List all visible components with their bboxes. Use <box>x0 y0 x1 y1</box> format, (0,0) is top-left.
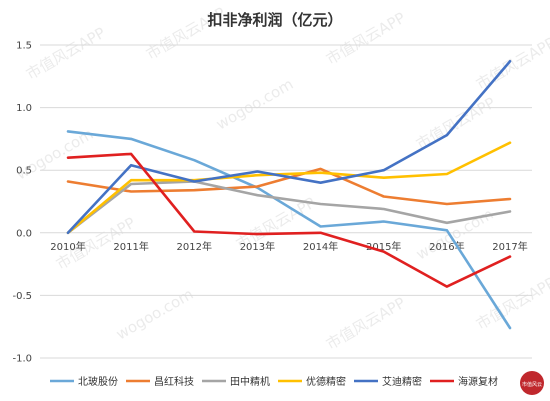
x-tick-label: 2012年 <box>177 240 212 253</box>
x-tick-label: 2011年 <box>113 240 148 253</box>
legend-label: 田中精机 <box>230 375 270 388</box>
y-tick-label: -1.0 <box>12 354 32 365</box>
legend-label: 艾迪精密 <box>382 375 422 388</box>
logo-circle <box>520 371 544 395</box>
logo-text: 市值风云 <box>522 381 542 388</box>
x-axis-ticks: 2010年 2011年 2012年 2013年 2014年 2015年 2016年 2017年 <box>50 240 527 253</box>
watermark-text: 市值风云APP <box>23 24 109 84</box>
y-tick-label: -0.5 <box>12 291 32 302</box>
y-tick-label: 0.0 <box>16 228 32 239</box>
brand-logo: 市值风云 <box>520 371 544 395</box>
legend-label: 昌红科技 <box>154 375 194 388</box>
legend: 北玻股份 昌红科技 田中精机 优德精密 艾迪精密 海源复材 <box>50 375 498 388</box>
watermark-text: 市值风云APP <box>473 274 550 334</box>
x-tick-label: 2014年 <box>303 240 338 253</box>
x-tick-label: 2017年 <box>492 240 527 253</box>
watermark-text: wogoo.com <box>213 75 296 134</box>
x-tick-label: 2013年 <box>240 240 275 253</box>
x-tick-label: 2010年 <box>50 240 85 253</box>
watermark-text: 市值风云APP <box>473 34 550 94</box>
y-tick-label: 1.0 <box>16 103 32 114</box>
series-lines <box>66 59 512 330</box>
legend-label: 海源复材 <box>458 375 498 388</box>
y-axis-ticks: 1.5 1.0 0.5 0.0 -0.5 -1.0 <box>12 41 32 365</box>
y-tick-label: 1.5 <box>16 41 32 52</box>
watermark-text: 市值风云APP <box>323 294 409 354</box>
watermark-text: wogoo.com <box>113 285 196 344</box>
series-line <box>66 180 512 235</box>
watermark-text: wogoo.com <box>413 205 496 264</box>
legend-label: 优德精密 <box>306 375 346 388</box>
y-tick-label: 0.5 <box>16 166 32 177</box>
series-line <box>66 152 512 288</box>
chart-title: 扣非净利润（亿元） <box>207 11 342 29</box>
series-line <box>66 141 512 235</box>
series-line <box>66 130 512 330</box>
legend-label: 北玻股份 <box>78 375 118 388</box>
